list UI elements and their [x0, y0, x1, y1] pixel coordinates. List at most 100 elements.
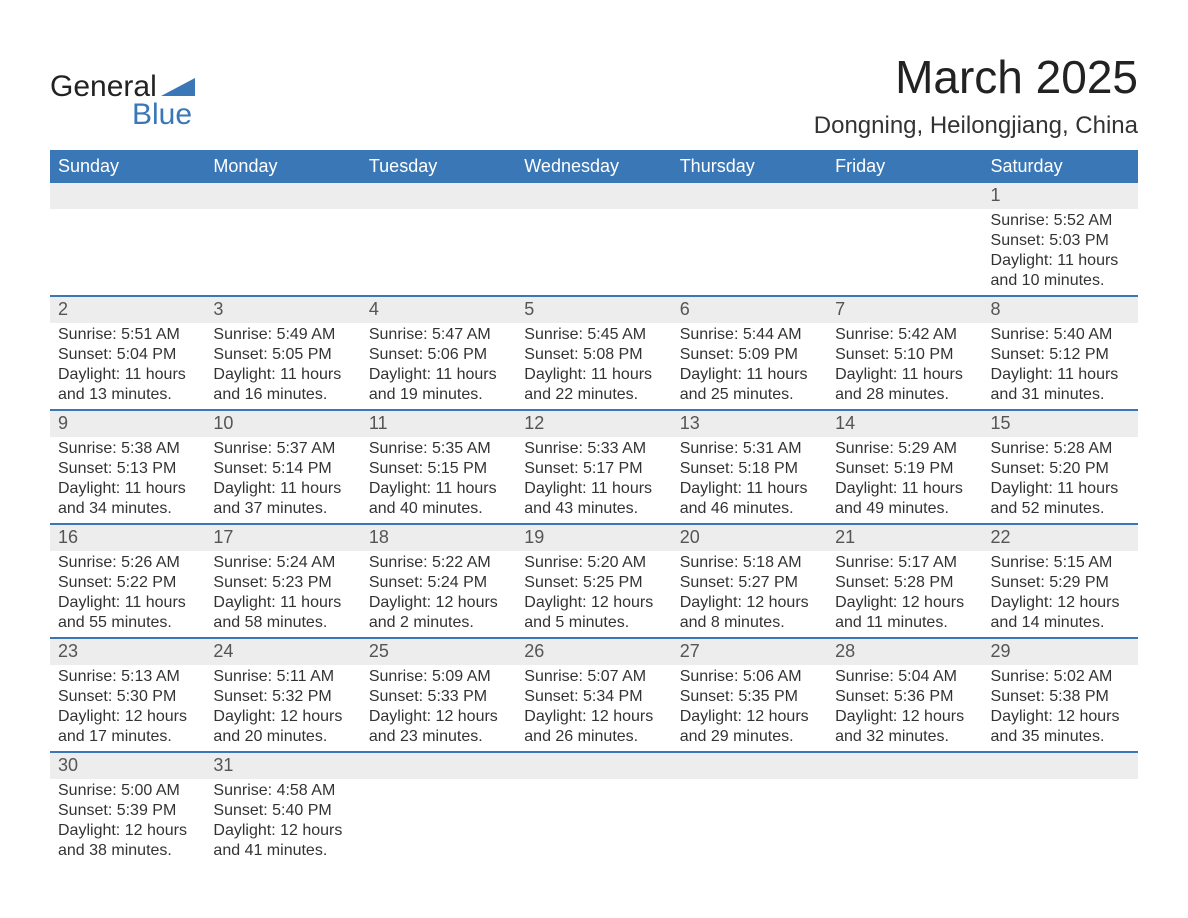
day-content: Sunrise: 5:35 AMSunset: 5:15 PMDaylight:…: [361, 437, 516, 523]
day-content: Sunrise: 5:13 AMSunset: 5:30 PMDaylight:…: [50, 665, 205, 751]
sunset-text: Sunset: 5:39 PM: [58, 801, 197, 821]
daylight1-text: Daylight: 12 hours: [213, 707, 352, 727]
sunrise-text: Sunrise: 5:40 AM: [991, 325, 1130, 345]
sunset-text: Sunset: 5:04 PM: [58, 345, 197, 365]
daylight1-text: Daylight: 12 hours: [369, 593, 508, 613]
day-content: Sunrise: 5:45 AMSunset: 5:08 PMDaylight:…: [516, 323, 671, 409]
daylight2-text: and 8 minutes.: [680, 613, 819, 633]
day-content: Sunrise: 5:15 AMSunset: 5:29 PMDaylight:…: [983, 551, 1138, 637]
calendar-week-row: 2Sunrise: 5:51 AMSunset: 5:04 PMDaylight…: [50, 296, 1138, 410]
day-number: 3: [205, 297, 360, 323]
daylight2-text: and 32 minutes.: [835, 727, 974, 747]
calendar-cell: 28Sunrise: 5:04 AMSunset: 5:36 PMDayligh…: [827, 638, 982, 752]
calendar-cell: 10Sunrise: 5:37 AMSunset: 5:14 PMDayligh…: [205, 410, 360, 524]
sunrise-text: Sunrise: 5:06 AM: [680, 667, 819, 687]
sunrise-text: Sunrise: 5:33 AM: [524, 439, 663, 459]
location: Dongning, Heilongjiang, China: [814, 112, 1138, 140]
calendar-cell: 6Sunrise: 5:44 AMSunset: 5:09 PMDaylight…: [672, 296, 827, 410]
day-number: [983, 753, 1138, 779]
daylight2-text: and 46 minutes.: [680, 499, 819, 519]
daylight1-text: Daylight: 11 hours: [213, 365, 352, 385]
daylight2-text: and 22 minutes.: [524, 385, 663, 405]
sunrise-text: Sunrise: 5:51 AM: [58, 325, 197, 345]
sunrise-text: Sunrise: 5:00 AM: [58, 781, 197, 801]
day-number: 19: [516, 525, 671, 551]
sunrise-text: Sunrise: 5:28 AM: [991, 439, 1130, 459]
day-content: [827, 779, 982, 863]
sunrise-text: Sunrise: 5:52 AM: [991, 211, 1130, 231]
day-number: [516, 183, 671, 209]
daylight2-text: and 16 minutes.: [213, 385, 352, 405]
day-number: 1: [983, 183, 1138, 209]
sunset-text: Sunset: 5:20 PM: [991, 459, 1130, 479]
daylight2-text: and 58 minutes.: [213, 613, 352, 633]
day-content: Sunrise: 5:18 AMSunset: 5:27 PMDaylight:…: [672, 551, 827, 637]
calendar-cell: 16Sunrise: 5:26 AMSunset: 5:22 PMDayligh…: [50, 524, 205, 638]
day-content: Sunrise: 5:11 AMSunset: 5:32 PMDaylight:…: [205, 665, 360, 751]
day-number: 28: [827, 639, 982, 665]
day-content: Sunrise: 5:07 AMSunset: 5:34 PMDaylight:…: [516, 665, 671, 751]
sunrise-text: Sunrise: 5:45 AM: [524, 325, 663, 345]
daylight1-text: Daylight: 11 hours: [524, 479, 663, 499]
sunrise-text: Sunrise: 5:15 AM: [991, 553, 1130, 573]
daylight2-text: and 5 minutes.: [524, 613, 663, 633]
day-content: Sunrise: 5:29 AMSunset: 5:19 PMDaylight:…: [827, 437, 982, 523]
title-block: March 2025 Dongning, Heilongjiang, China: [814, 50, 1138, 140]
day-content: Sunrise: 5:42 AMSunset: 5:10 PMDaylight:…: [827, 323, 982, 409]
sunset-text: Sunset: 5:19 PM: [835, 459, 974, 479]
daylight2-text: and 31 minutes.: [991, 385, 1130, 405]
logo-text-blue: Blue: [132, 98, 192, 132]
day-number: [516, 753, 671, 779]
day-content: [205, 209, 360, 293]
daylight1-text: Daylight: 11 hours: [58, 593, 197, 613]
daylight1-text: Daylight: 11 hours: [680, 365, 819, 385]
daylight2-text: and 17 minutes.: [58, 727, 197, 747]
calendar-cell: [361, 752, 516, 865]
day-number: 26: [516, 639, 671, 665]
calendar-cell: 30Sunrise: 5:00 AMSunset: 5:39 PMDayligh…: [50, 752, 205, 865]
day-number: 30: [50, 753, 205, 779]
calendar-cell: [827, 752, 982, 865]
daylight2-text: and 37 minutes.: [213, 499, 352, 519]
sunset-text: Sunset: 5:40 PM: [213, 801, 352, 821]
sunset-text: Sunset: 5:08 PM: [524, 345, 663, 365]
calendar-cell: 23Sunrise: 5:13 AMSunset: 5:30 PMDayligh…: [50, 638, 205, 752]
logo: General Blue: [50, 50, 195, 132]
day-content: Sunrise: 5:00 AMSunset: 5:39 PMDaylight:…: [50, 779, 205, 865]
day-number: [50, 183, 205, 209]
day-content: Sunrise: 5:33 AMSunset: 5:17 PMDaylight:…: [516, 437, 671, 523]
day-content: Sunrise: 5:31 AMSunset: 5:18 PMDaylight:…: [672, 437, 827, 523]
calendar-cell: 19Sunrise: 5:20 AMSunset: 5:25 PMDayligh…: [516, 524, 671, 638]
day-number: 15: [983, 411, 1138, 437]
calendar-cell: 2Sunrise: 5:51 AMSunset: 5:04 PMDaylight…: [50, 296, 205, 410]
daylight2-text: and 13 minutes.: [58, 385, 197, 405]
day-content: Sunrise: 5:28 AMSunset: 5:20 PMDaylight:…: [983, 437, 1138, 523]
sunset-text: Sunset: 5:23 PM: [213, 573, 352, 593]
day-number: 2: [50, 297, 205, 323]
calendar-cell: [827, 183, 982, 296]
day-number: [361, 753, 516, 779]
daylight2-text: and 49 minutes.: [835, 499, 974, 519]
sunset-text: Sunset: 5:03 PM: [991, 231, 1130, 251]
daylight1-text: Daylight: 12 hours: [58, 707, 197, 727]
calendar-cell: [516, 183, 671, 296]
day-number: 21: [827, 525, 982, 551]
daylight1-text: Daylight: 12 hours: [680, 707, 819, 727]
day-number: 23: [50, 639, 205, 665]
daylight1-text: Daylight: 12 hours: [524, 707, 663, 727]
sunset-text: Sunset: 5:14 PM: [213, 459, 352, 479]
day-content: Sunrise: 5:17 AMSunset: 5:28 PMDaylight:…: [827, 551, 982, 637]
day-content: [672, 779, 827, 863]
day-content: Sunrise: 5:06 AMSunset: 5:35 PMDaylight:…: [672, 665, 827, 751]
sunrise-text: Sunrise: 5:11 AM: [213, 667, 352, 687]
day-number: 20: [672, 525, 827, 551]
calendar-cell: [672, 752, 827, 865]
daylight1-text: Daylight: 12 hours: [369, 707, 508, 727]
day-content: [672, 209, 827, 293]
day-content: Sunrise: 5:51 AMSunset: 5:04 PMDaylight:…: [50, 323, 205, 409]
calendar-table: Sunday Monday Tuesday Wednesday Thursday…: [50, 150, 1138, 865]
day-content: Sunrise: 5:20 AMSunset: 5:25 PMDaylight:…: [516, 551, 671, 637]
sunrise-text: Sunrise: 5:26 AM: [58, 553, 197, 573]
day-number: 13: [672, 411, 827, 437]
day-number: 11: [361, 411, 516, 437]
